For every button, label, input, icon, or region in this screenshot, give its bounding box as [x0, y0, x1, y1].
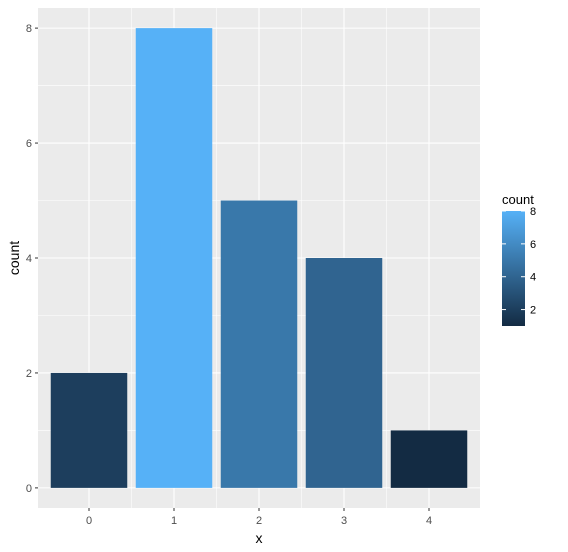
bar-2: [220, 200, 298, 488]
x-axis-title: x: [256, 530, 263, 546]
y-tick-label: 6: [26, 138, 32, 150]
x-tick-label: 3: [341, 515, 347, 527]
y-tick-label: 2: [26, 368, 32, 380]
y-tick-label: 8: [26, 23, 32, 35]
y-tick-label: 0: [26, 483, 32, 495]
bar-3: [305, 258, 383, 488]
x-tick-label: 2: [256, 515, 262, 527]
y-axis-title: count: [6, 241, 22, 275]
legend-tick-label: 8: [530, 206, 536, 218]
legend-ticks: 2 4 6 8: [502, 206, 536, 317]
y-axis: 0 2 4 6 8: [26, 23, 38, 495]
legend-title: count: [502, 192, 534, 207]
y-tick-label: 4: [26, 253, 32, 265]
legend-colorbar: [502, 211, 525, 326]
bar-1: [135, 28, 213, 488]
bar-0: [50, 372, 128, 488]
x-tick-label: 1: [171, 515, 177, 527]
x-axis: 0 1 2 3 4: [86, 508, 432, 527]
bar-4: [390, 430, 468, 488]
legend-tick-label: 6: [530, 239, 536, 251]
legend-tick-label: 2: [530, 305, 536, 317]
legend: count 2 4 6 8: [502, 192, 536, 326]
x-tick-label: 4: [426, 515, 432, 527]
x-tick-label: 0: [86, 515, 92, 527]
bars: [50, 28, 468, 488]
legend-tick-label: 4: [530, 272, 536, 284]
